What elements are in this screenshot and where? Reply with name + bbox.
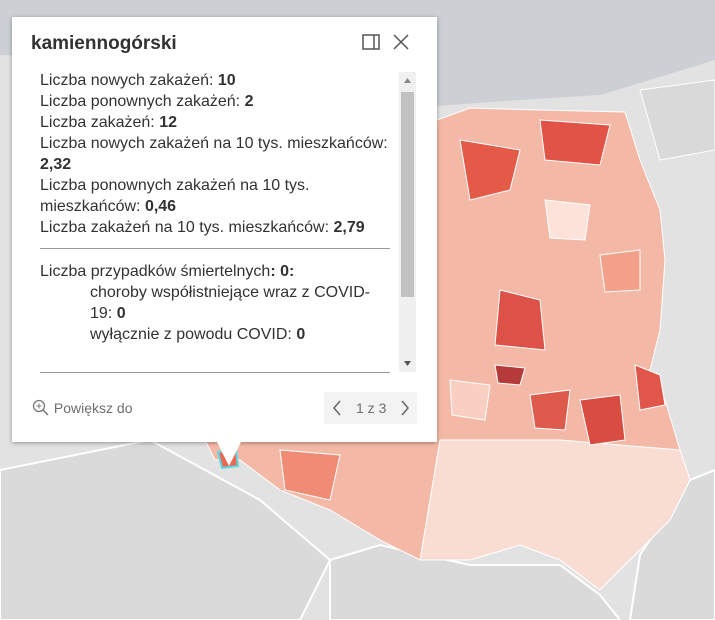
stats: Liczba nowych zakażeń: 10 Liczba ponownyc…: [40, 70, 390, 238]
pager-label: 1 z 3: [356, 400, 387, 416]
stat-value: 0: [116, 305, 126, 322]
region: [579, 394, 626, 446]
country: [639, 79, 715, 161]
stat-label: Liczba zakażeń:: [40, 114, 155, 131]
stat-line: Liczba ponownych zakażeń: 2: [40, 91, 390, 112]
stat-value: 0,46: [144, 198, 177, 215]
dock-button[interactable]: [362, 34, 380, 50]
stat-label: wyłącznie z powodu COVID:: [90, 326, 292, 343]
popup-pointer: [217, 442, 241, 466]
stat-line: Liczba ponownych zakażeń na 10 tys. mies…: [40, 175, 390, 217]
zoom-icon: [32, 399, 49, 416]
stat-label: Liczba zakażeń na 10 tys. mieszkańców:: [40, 219, 330, 236]
popup-content: Liczba nowych zakażeń: 10 Liczba ponownyc…: [40, 70, 390, 370]
region: [634, 364, 666, 411]
stat-line: Liczba nowych zakażeń: 10: [40, 70, 390, 91]
stat-label: Liczba nowych zakażeń:: [40, 72, 214, 89]
country: [329, 543, 622, 620]
next-button[interactable]: [401, 400, 409, 416]
deaths-label: Liczba przypadków śmiertelnych: [40, 263, 271, 280]
pager: 1 z 3: [324, 392, 417, 424]
stat-line: wyłącznie z powodu COVID: 0: [40, 324, 390, 345]
death-details: choroby współistniejące wraz z COVID-19:…: [40, 282, 390, 345]
region: [544, 199, 591, 241]
pager-arrows: [333, 400, 409, 416]
stat-value: 2: [244, 93, 254, 110]
stat-label: Liczba ponownych zakażeń na 10 tys. mies…: [40, 177, 310, 215]
separator: [40, 372, 390, 373]
stat-value: 2,32: [40, 156, 72, 173]
region: [449, 379, 491, 421]
stat-line: Liczba zakażeń na 10 tys. mieszkańców: 2…: [40, 217, 390, 238]
region: [529, 389, 571, 431]
region: [599, 249, 641, 293]
stat-label: Liczba nowych zakażeń na 10 tys. mieszka…: [40, 135, 388, 152]
scroll-arrows: [404, 78, 411, 366]
stat-line: Liczba zakażeń: 12: [40, 112, 390, 133]
region: [459, 139, 521, 201]
prev-button[interactable]: [333, 400, 341, 416]
zoom-label: Powiększ do: [53, 400, 133, 416]
popup-title: kamiennogórski: [31, 33, 177, 54]
region: [539, 119, 611, 166]
popup: kamiennogórski Liczba nowych zakażeń: 10…: [12, 17, 437, 466]
stat-line: Liczba nowych zakażeń na 10 tys. mieszka…: [40, 133, 390, 175]
region: [279, 449, 341, 501]
stat-value: 10: [217, 72, 236, 89]
region: [494, 364, 526, 386]
region: [419, 439, 691, 591]
deaths: Liczba przypadków śmiertelnych: 0:: [40, 261, 390, 282]
separator: [40, 248, 390, 249]
stat-label: choroby współistniejące wraz z COVID-19:: [90, 284, 371, 322]
scrollbar[interactable]: [399, 72, 416, 372]
zoom-to[interactable]: Powiększ do: [32, 399, 132, 417]
stat-line: choroby współistniejące wraz z COVID-19:…: [40, 282, 390, 324]
region: [494, 289, 546, 351]
close-button[interactable]: [393, 34, 409, 50]
deaths-value: : 0:: [270, 263, 295, 280]
stat-label: Liczba ponownych zakażeń:: [40, 93, 241, 110]
stat-value: 2,79: [333, 219, 365, 236]
scroll-thumb[interactable]: [401, 92, 414, 297]
popup-actions: [362, 34, 409, 50]
country: [628, 468, 715, 620]
stat-value: 12: [159, 114, 177, 131]
stat-value: 0: [296, 326, 306, 343]
